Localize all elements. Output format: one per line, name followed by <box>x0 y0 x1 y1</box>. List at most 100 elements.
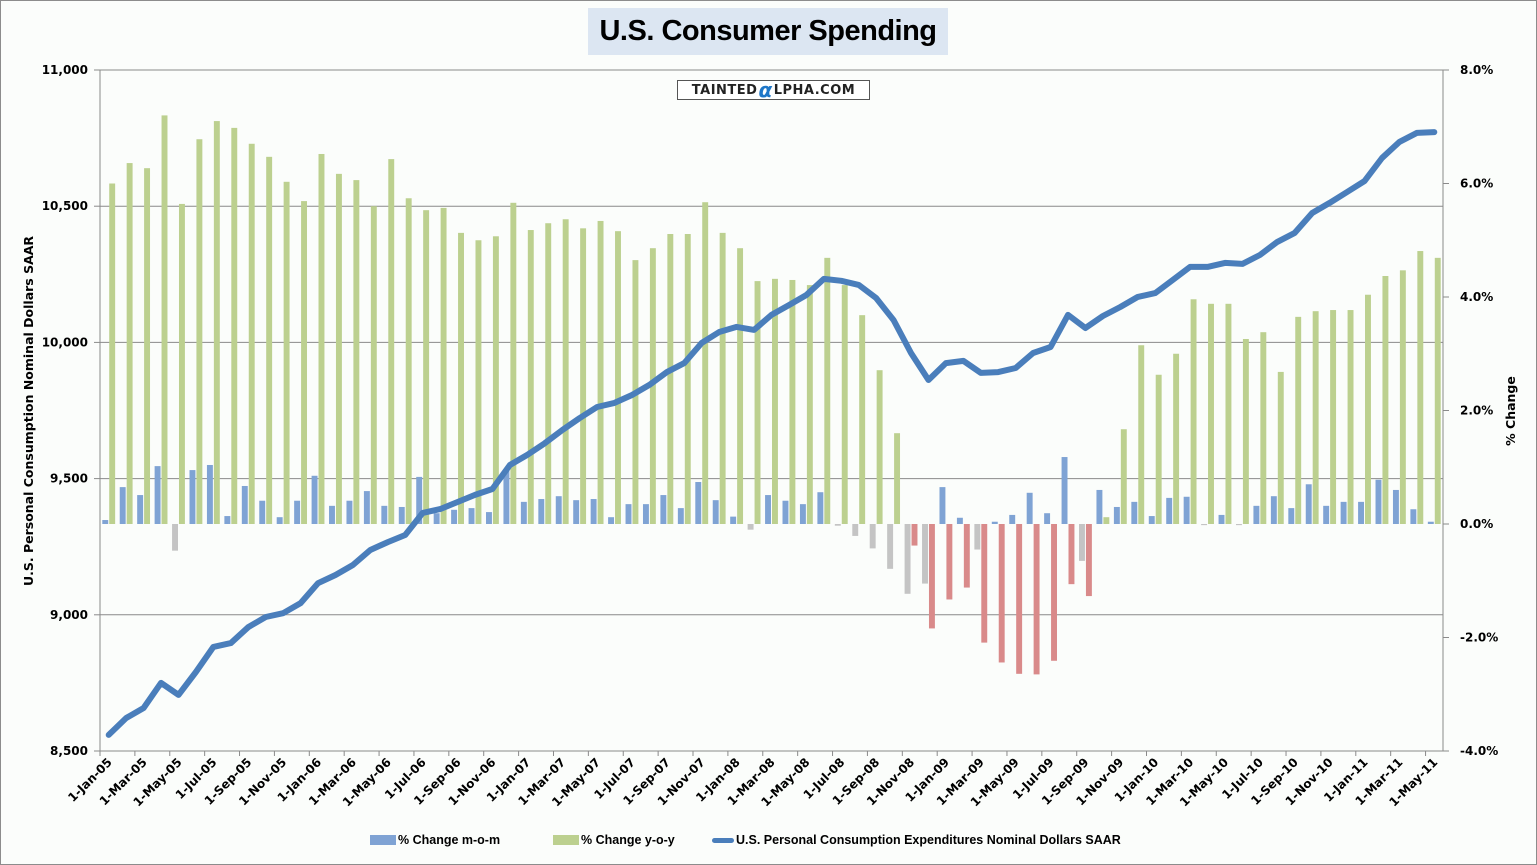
y-axis-label-right: % Change <box>1503 376 1518 446</box>
bar-mom <box>102 520 109 524</box>
bar-mom <box>259 500 266 524</box>
bar-yoy <box>928 524 935 629</box>
bar-yoy <box>1277 371 1284 524</box>
y-axis-label-left: U.S. Personal Consumption Nominal Dollar… <box>21 236 36 586</box>
y-tick-label-left: 11,000 <box>42 63 88 77</box>
bar-mom <box>1410 509 1417 524</box>
bar-mom <box>555 496 562 524</box>
bar-mom <box>416 476 423 524</box>
bar-mom <box>1340 501 1347 524</box>
legend-label-pce: U.S. Personal Consumption Expenditures N… <box>736 833 1121 847</box>
bar-yoy <box>510 202 517 525</box>
legend-swatch-yoy <box>553 835 579 845</box>
bar-mom <box>712 500 719 524</box>
bar-mom <box>1079 524 1085 561</box>
bar-yoy <box>527 230 534 524</box>
bar-yoy <box>754 281 761 524</box>
bar-yoy <box>1242 338 1249 524</box>
line-series <box>105 129 1438 738</box>
bar-mom <box>660 495 667 524</box>
bar-mom <box>642 504 649 524</box>
bar-mom <box>1026 492 1033 524</box>
bar-mom <box>695 482 702 524</box>
bar-yoy <box>178 203 185 524</box>
bar-yoy <box>684 234 691 524</box>
bar-mom <box>887 524 894 569</box>
legend-item-yoy[interactable]: % Change y-o-y <box>553 833 675 847</box>
bar-mom <box>1096 489 1103 524</box>
chart-title: U.S. Consumer Spending <box>599 15 937 47</box>
bar-mom <box>1044 513 1051 524</box>
y-tick-label-left: 9,000 <box>50 608 88 622</box>
bar-mom <box>939 487 946 524</box>
bar-mom <box>189 470 196 524</box>
bar-yoy <box>109 183 116 524</box>
bar-yoy <box>318 153 325 525</box>
bar-marks <box>102 115 1441 675</box>
bar-mom <box>206 464 213 524</box>
y-tick-label-left: 8,500 <box>50 744 88 758</box>
bar-mom <box>329 505 335 524</box>
bar-mom <box>137 495 144 524</box>
bar-mom <box>1253 505 1260 524</box>
y-tick-label-right: -2.0% <box>1460 631 1498 645</box>
bar-mom <box>241 485 248 524</box>
bar-yoy <box>126 163 133 524</box>
chart-title-box: U.S. Consumer Spending <box>588 8 948 55</box>
bar-mom <box>730 516 737 524</box>
y-tick-label-right: 6.0% <box>1460 177 1493 191</box>
bar-mom <box>1201 524 1208 526</box>
bar-mom <box>991 521 998 524</box>
bar-mom <box>1427 521 1434 524</box>
bar-mom <box>573 500 580 524</box>
bar-yoy <box>353 180 360 524</box>
bar-yoy <box>1190 299 1197 524</box>
bar-yoy <box>440 207 447 524</box>
bar-yoy <box>1347 310 1354 524</box>
bar-yoy <box>231 127 238 524</box>
bar-yoy <box>737 248 744 524</box>
bar-yoy <box>1382 276 1389 524</box>
bar-yoy <box>423 210 430 525</box>
y-tick-label-right: 0.0% <box>1460 517 1493 531</box>
legend-item-mom[interactable]: % Change m-o-m <box>370 833 500 847</box>
bar-mom <box>747 524 754 530</box>
bar-mom <box>224 516 231 524</box>
bar-yoy <box>1417 251 1424 524</box>
bar-mom <box>1270 496 1277 524</box>
bar-yoy <box>1365 294 1371 524</box>
bar-mom <box>1358 501 1365 524</box>
bar-mom <box>538 499 545 524</box>
bar-mom <box>172 524 178 551</box>
bar-yoy <box>1155 374 1162 524</box>
bar-mom <box>782 500 789 524</box>
bar-yoy <box>597 220 604 524</box>
bar-mom <box>276 517 283 524</box>
legend-item-pce[interactable]: U.S. Personal Consumption Expenditures N… <box>712 833 1121 847</box>
bar-mom <box>817 492 824 524</box>
bar-yoy <box>667 234 674 524</box>
bar-yoy <box>894 433 901 524</box>
bar-mom <box>119 487 126 524</box>
bar-yoy <box>789 279 796 524</box>
bar-mom <box>468 508 475 524</box>
watermark-alpha-glyph: α <box>758 78 773 102</box>
bar-mom <box>311 475 318 524</box>
bar-yoy <box>1295 316 1302 524</box>
bar-yoy <box>824 257 831 524</box>
bar-mom <box>520 501 527 524</box>
watermark-suffix: LPHA.COM <box>773 82 856 98</box>
bar-yoy <box>301 201 308 524</box>
bar-mom <box>451 509 458 524</box>
bar-mom <box>869 524 876 549</box>
bar-yoy <box>1208 303 1214 524</box>
bar-mom <box>1148 516 1155 524</box>
bar-yoy <box>1085 524 1092 597</box>
legend-label-mom: % Change m-o-m <box>398 833 501 847</box>
bar-yoy <box>911 524 918 546</box>
bar-yoy <box>1068 524 1075 585</box>
bar-mom <box>346 500 353 524</box>
legend-swatch-mom <box>370 835 396 845</box>
bar-mom <box>590 499 597 524</box>
